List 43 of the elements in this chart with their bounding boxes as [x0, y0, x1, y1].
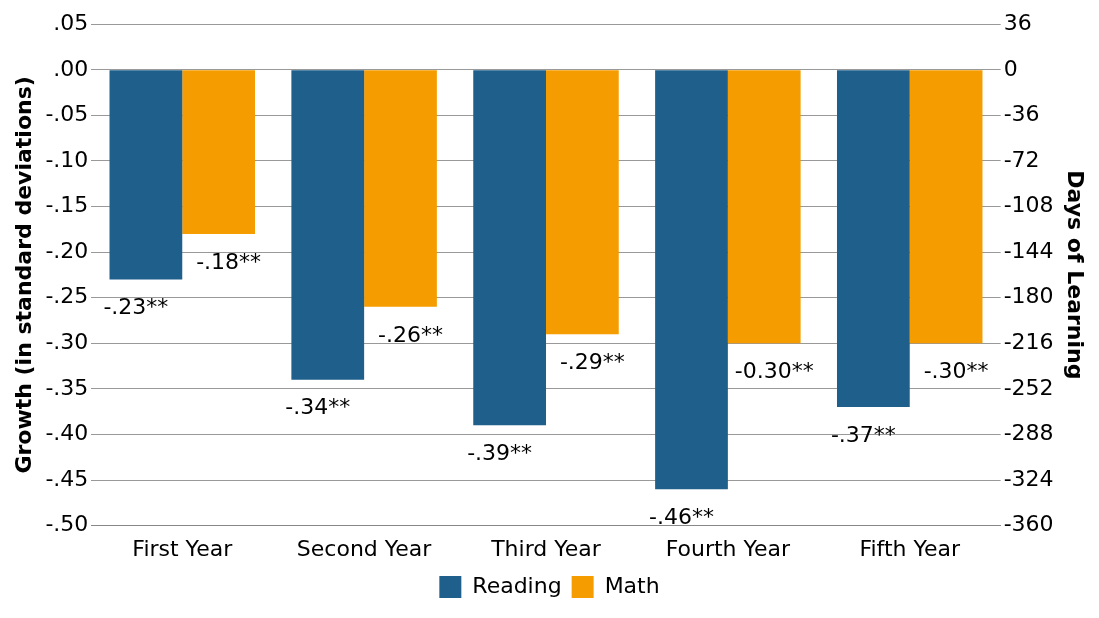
- y2-axis-title: Days of Learning: [1063, 170, 1089, 380]
- x-tick-label: Second Year: [296, 535, 433, 561]
- y2-tick-label: -252: [1003, 374, 1054, 400]
- y2-tick-label: 36: [1003, 9, 1032, 35]
- y-tick-label: -.50: [45, 511, 89, 537]
- y-tick-label: -.20: [45, 237, 89, 263]
- y2-tick-label: -144: [1003, 237, 1054, 263]
- x-tick-label: First Year: [132, 535, 234, 561]
- y-axis-title: Growth (in standard deviations): [10, 76, 36, 474]
- y-tick-label: -.40: [45, 420, 89, 446]
- y2-tick-label: -324: [1003, 465, 1054, 491]
- data-label: -.23**: [103, 294, 169, 320]
- data-label: -.30**: [923, 357, 989, 383]
- legend-label: Reading: [472, 572, 562, 598]
- y2-tick-label: -216: [1003, 328, 1054, 354]
- data-label: -.37**: [830, 421, 896, 447]
- y-tick-label: -.45: [45, 465, 89, 491]
- y-tick-label: .05: [53, 9, 89, 35]
- y2-tick-label: -36: [1003, 101, 1040, 127]
- data-label: -.34**: [285, 394, 351, 420]
- data-label: -.46**: [649, 503, 714, 529]
- y-tick-label: -.25: [45, 283, 89, 309]
- y2-tick-label: -108: [1003, 192, 1054, 218]
- y2-tick-label: -180: [1003, 283, 1054, 309]
- y2-tick-label: 0: [1003, 55, 1018, 81]
- data-label: -.18**: [196, 248, 262, 274]
- x-tick-label: Fifth Year: [859, 535, 962, 561]
- x-tick-label: Third Year: [490, 535, 602, 561]
- x-tick-label: Fourth Year: [665, 535, 792, 561]
- data-label: -0.30**: [734, 357, 814, 383]
- y-tick-label: -.15: [45, 192, 89, 218]
- y-tick-label: -.10: [45, 146, 89, 172]
- data-label: -.39**: [467, 440, 533, 466]
- data-label: -.26**: [378, 321, 443, 347]
- data-label: -.29**: [559, 348, 625, 374]
- y-tick-label: -.35: [45, 374, 89, 400]
- legend-label: Math: [604, 572, 660, 598]
- y-tick-label: .00: [53, 55, 89, 81]
- y-tick-label: -.30: [45, 328, 89, 354]
- y2-tick-label: -72: [1003, 146, 1040, 172]
- y2-tick-label: -288: [1003, 420, 1054, 446]
- y-tick-label: -.05: [45, 101, 89, 127]
- y2-tick-label: -360: [1003, 511, 1054, 537]
